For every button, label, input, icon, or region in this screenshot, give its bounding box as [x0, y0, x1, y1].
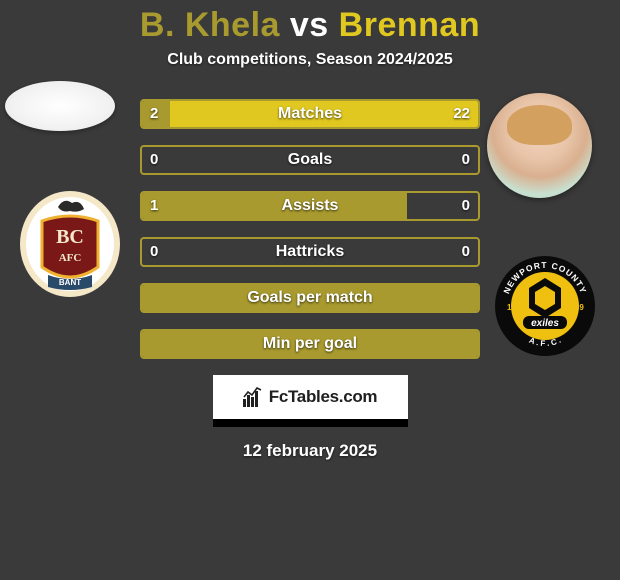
stat-label: Goals per match [142, 285, 478, 311]
stat-label: Assists [142, 193, 478, 219]
stat-label: Min per goal [142, 331, 478, 357]
stat-row: 00Goals [140, 145, 480, 175]
brand-icon [243, 387, 265, 407]
svg-text:BANT: BANT [59, 278, 81, 287]
stat-row: 00Hattricks [140, 237, 480, 267]
stat-label: Matches [142, 101, 478, 127]
svg-text:1989: 1989 [566, 303, 584, 312]
brand-badge: FcTables.com [213, 375, 408, 427]
comparison-panel: BC AFC BANT NEWPORT COUNTY A . F . C . 1… [0, 99, 620, 461]
page-title: B. Khela vs Brennan [0, 0, 620, 45]
svg-text:AFC: AFC [59, 252, 82, 264]
stat-row: Min per goal [140, 329, 480, 359]
stat-row: 222Matches [140, 99, 480, 129]
stat-row: 10Assists [140, 191, 480, 221]
stat-bars: 222Matches 00Goals 10Assists 00Hattricks Goa… [140, 99, 480, 359]
stat-label: Goals [142, 147, 478, 173]
stat-row: Goals per match [140, 283, 480, 313]
svg-text:1912: 1912 [507, 303, 525, 312]
player2-avatar [487, 93, 592, 198]
brand-text: FcTables.com [269, 387, 378, 407]
footer-date: 12 february 2025 [0, 441, 620, 461]
title-player2: Brennan [339, 6, 480, 44]
subtitle: Club competitions, Season 2024/2025 [0, 51, 620, 69]
title-vs: vs [290, 6, 329, 44]
club-crest-left: BC AFC BANT [18, 189, 122, 299]
club-crest-right: NEWPORT COUNTY A . F . C . 1912 1989 exi… [493, 254, 597, 358]
player1-avatar [5, 81, 115, 131]
stat-label: Hattricks [142, 239, 478, 265]
svg-text:BC: BC [56, 226, 84, 248]
title-player1: B. Khela [140, 6, 280, 44]
svg-text:exiles: exiles [531, 318, 559, 329]
